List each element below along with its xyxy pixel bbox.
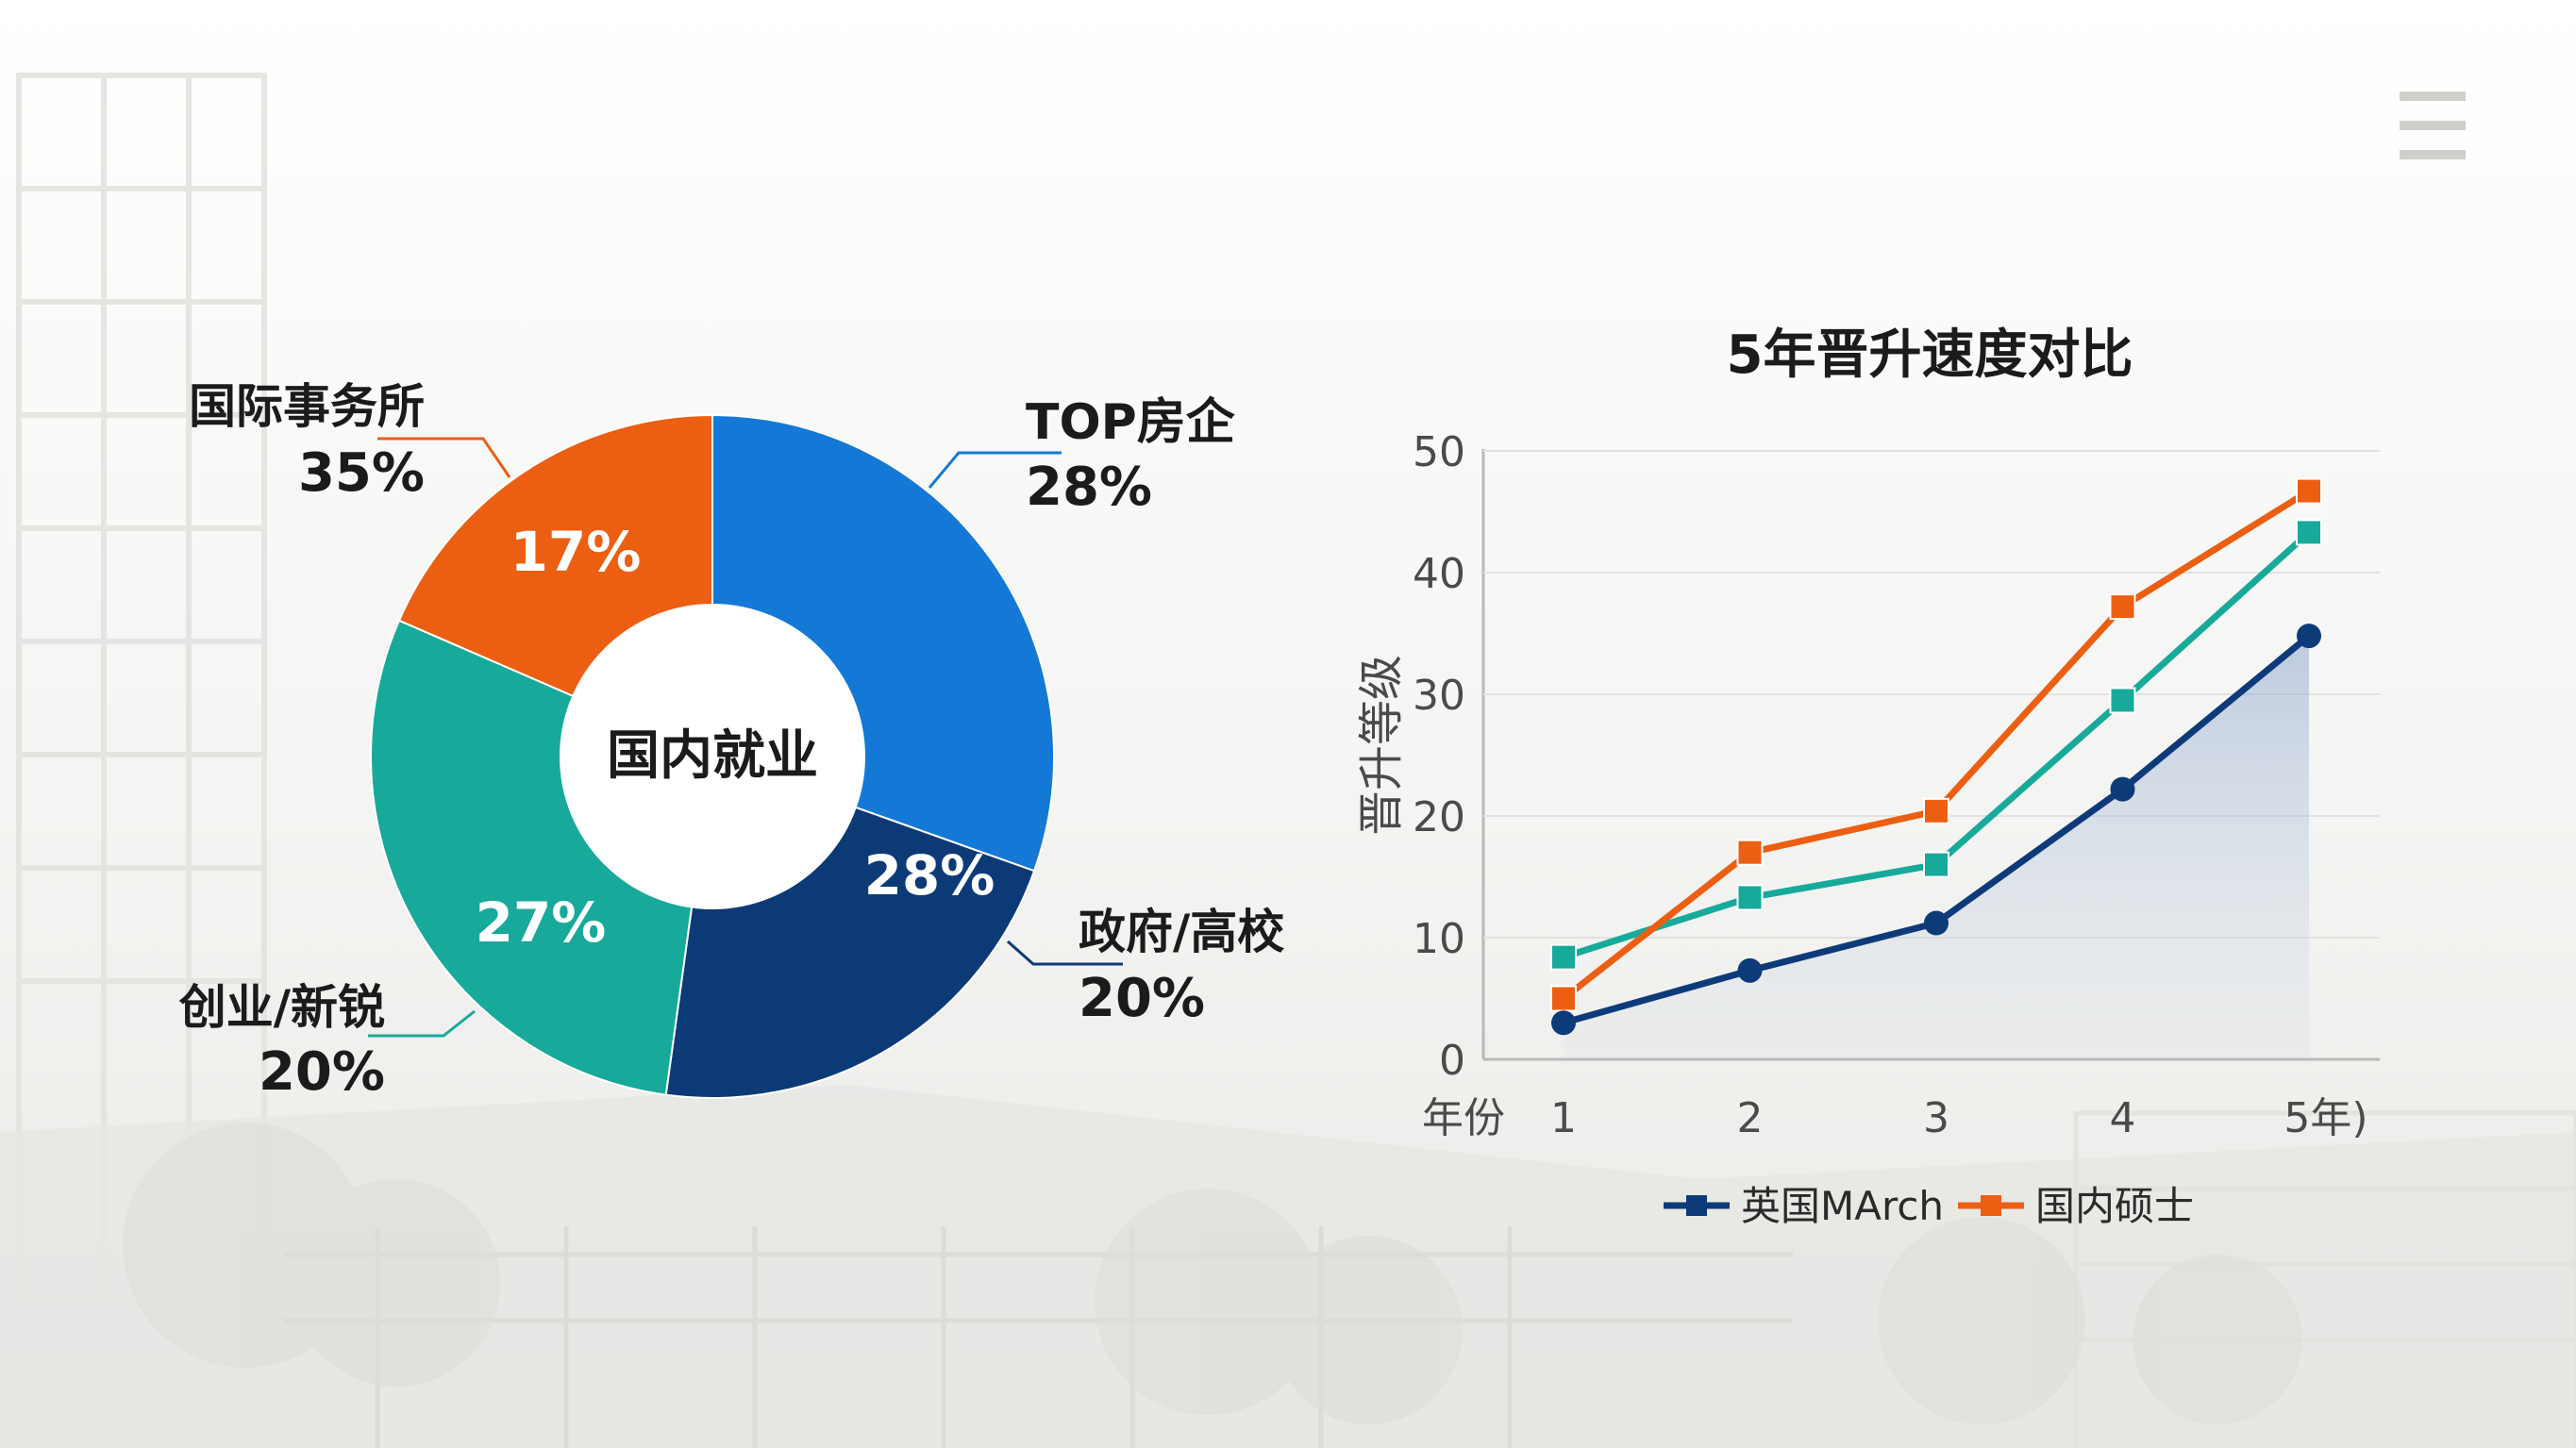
data-point bbox=[2296, 519, 2322, 546]
slice-name-government: 政府/高校 bbox=[1079, 905, 1284, 959]
y-axis-label: 晋升等级 bbox=[1355, 655, 1408, 836]
x-tick-label: 5年) bbox=[2283, 1094, 2367, 1142]
y-tick-label: 10 bbox=[1413, 915, 1465, 963]
y-tick-label: 30 bbox=[1413, 672, 1465, 720]
data-point bbox=[1550, 943, 1577, 971]
data-point bbox=[1924, 910, 1949, 936]
slice-value-top-developer: 28% bbox=[1026, 457, 1152, 518]
leader-line-startup bbox=[368, 1009, 476, 1038]
data-point bbox=[1737, 957, 1763, 983]
slice-value-startup: 20% bbox=[259, 1041, 385, 1103]
x-axis-label: 年份 bbox=[1422, 1094, 1505, 1142]
data-point bbox=[1550, 985, 1577, 1012]
x-tick-label: 1 bbox=[1550, 1094, 1577, 1142]
x-tick-label: 3 bbox=[1923, 1094, 1949, 1142]
y-tick-label: 50 bbox=[1413, 428, 1465, 476]
legend-marker bbox=[1686, 1195, 1707, 1216]
donut-center-label: 国内就业 bbox=[607, 725, 818, 787]
legend-label: 英国MArch bbox=[1741, 1183, 1944, 1229]
chart-title: 5年晋升速度对比 bbox=[1727, 325, 2133, 386]
data-point bbox=[2109, 593, 2136, 621]
legend-label: 国内硕士 bbox=[2035, 1183, 2194, 1229]
donut-hole bbox=[560, 604, 865, 909]
data-point bbox=[2297, 624, 2321, 649]
slice-name-startup: 创业/新锐 bbox=[179, 980, 385, 1035]
data-point bbox=[1923, 797, 1949, 824]
y-tick-label: 0 bbox=[1439, 1037, 1465, 1085]
slice-value-government: 20% bbox=[1079, 968, 1205, 1029]
data-point bbox=[2296, 477, 2322, 505]
slice-inner-label-institution: 17% bbox=[510, 520, 642, 584]
x-tick-label: 4 bbox=[2110, 1094, 2136, 1142]
data-point bbox=[1736, 839, 1764, 866]
y-tick-label: 20 bbox=[1413, 793, 1465, 841]
slice-name-top-developer: TOP房企 bbox=[1026, 394, 1236, 451]
y-tick-label: 40 bbox=[1413, 550, 1465, 598]
leader-line-government bbox=[1007, 940, 1123, 966]
leader-line-institution bbox=[377, 437, 511, 478]
data-point bbox=[1736, 884, 1764, 911]
slice-inner-label-government: 28% bbox=[864, 843, 995, 907]
leader-line-top-developer bbox=[928, 451, 1062, 489]
slice-inner-label-startup: 27% bbox=[476, 890, 607, 955]
x-tick-label: 2 bbox=[1737, 1094, 1764, 1142]
menu-bar bbox=[2400, 92, 2466, 101]
area-fill-march bbox=[1564, 636, 2309, 1059]
slice-value-institution: 35% bbox=[298, 442, 425, 504]
menu-bar bbox=[2400, 150, 2466, 159]
data-point bbox=[1551, 1010, 1576, 1036]
data-point bbox=[1923, 851, 1949, 878]
slice-name-institution: 国际事务所 bbox=[189, 379, 425, 434]
menu-bar bbox=[2400, 121, 2466, 130]
data-point bbox=[2110, 776, 2135, 802]
hamburger-menu-icon[interactable] bbox=[2400, 92, 2466, 159]
data-point bbox=[2109, 687, 2136, 714]
legend-marker bbox=[1981, 1195, 2001, 1216]
